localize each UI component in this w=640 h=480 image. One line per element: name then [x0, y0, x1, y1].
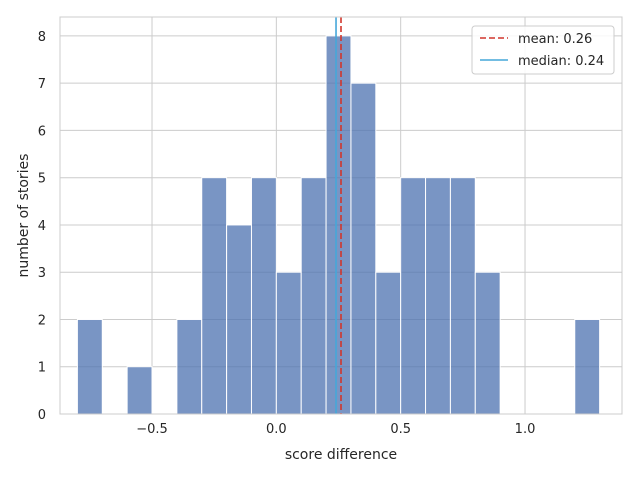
x-tick-label: 0.0: [266, 422, 287, 437]
histogram-bar: [275, 271, 302, 415]
y-tick-label: 0: [38, 408, 46, 423]
y-tick-label: 7: [38, 77, 46, 92]
histogram-bar: [76, 318, 103, 415]
y-tick-label: 3: [38, 266, 46, 281]
histogram-bar: [325, 35, 352, 415]
y-tick-label: 4: [38, 219, 46, 234]
histogram-bar: [201, 177, 228, 415]
histogram-bar: [449, 177, 476, 415]
histogram-bar: [375, 271, 402, 415]
histogram-bar: [574, 318, 601, 415]
y-tick-label: 2: [38, 313, 46, 328]
legend-median-label: median: 0.24: [518, 54, 604, 69]
x-tick-label: −0.5: [136, 422, 168, 437]
histogram-bar: [126, 366, 153, 415]
legend: mean: 0.26 median: 0.24: [471, 25, 615, 75]
x-axis-label: score difference: [285, 447, 397, 463]
y-tick-label: 5: [38, 172, 46, 187]
histogram-bar: [250, 177, 277, 415]
legend-mean-label: mean: 0.26: [518, 32, 592, 47]
histogram-bar: [425, 177, 451, 415]
histogram-bar: [226, 224, 252, 415]
y-tick-labels: 0 1 2 3 4 5 6 7 8: [38, 30, 46, 423]
y-axis-label: number of stories: [16, 154, 32, 278]
y-tick-label: 1: [38, 361, 46, 376]
reference-lines: [335, 17, 342, 414]
histogram-bar: [474, 271, 501, 415]
histogram-bar: [176, 318, 203, 415]
x-tick-label: 1.0: [515, 422, 536, 437]
x-tick-label: 0.5: [390, 422, 411, 437]
bars: [76, 35, 601, 415]
y-tick-label: 8: [38, 30, 46, 45]
x-tick-labels: −0.5 0.0 0.5 1.0: [136, 422, 535, 437]
histogram-bar: [400, 177, 427, 415]
histogram-bar: [350, 82, 377, 415]
histogram-bar: [300, 177, 327, 415]
y-tick-label: 6: [38, 124, 46, 139]
plot-frame: [59, 16, 623, 415]
